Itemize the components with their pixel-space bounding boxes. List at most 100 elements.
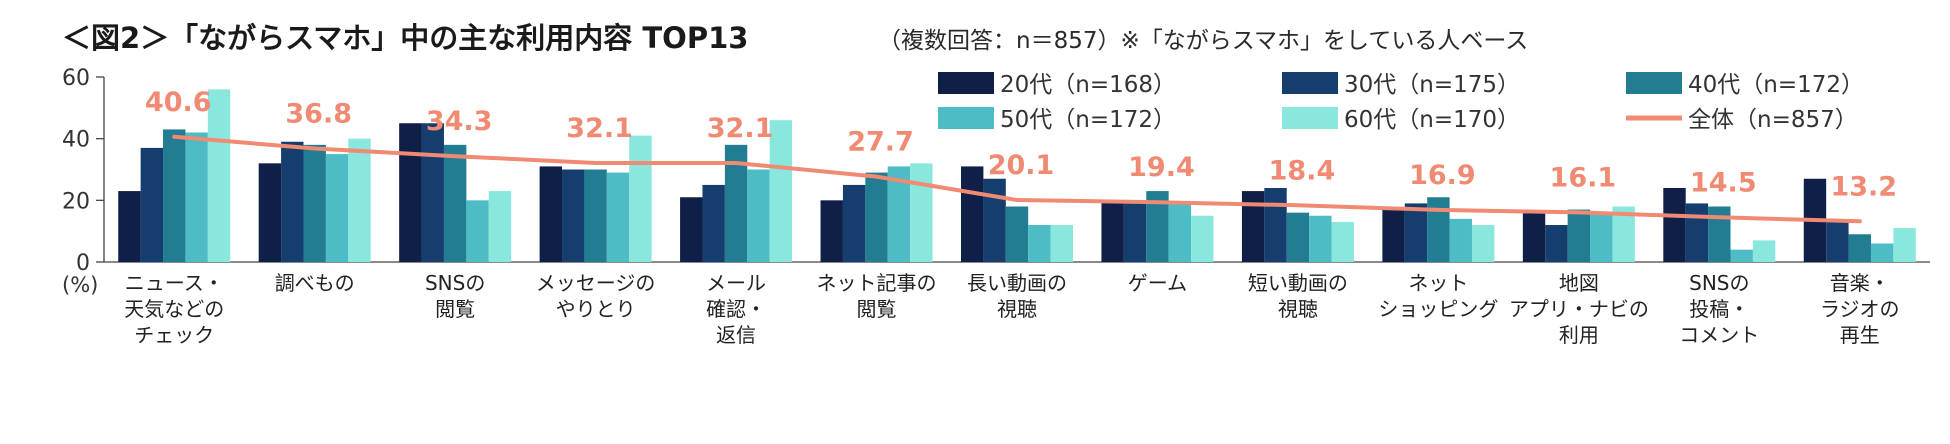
bar <box>207 89 231 262</box>
legend-swatch <box>938 107 994 129</box>
bar <box>1331 221 1354 262</box>
overall-data-label: 36.8 <box>285 99 352 130</box>
bar <box>140 147 164 262</box>
bar <box>747 169 770 262</box>
y-tick-label: 40 <box>62 128 90 153</box>
bar <box>606 172 630 262</box>
bar <box>163 129 186 262</box>
bar <box>466 200 489 262</box>
bar <box>1567 209 1591 262</box>
bar <box>1449 218 1472 262</box>
x-tick-label: 短い動画の視聴 <box>1248 271 1348 321</box>
bar <box>399 123 422 262</box>
bar <box>1427 197 1450 262</box>
bar <box>1685 203 1709 262</box>
legend-swatch <box>938 72 994 94</box>
bar <box>325 154 349 262</box>
bar <box>1191 215 1214 262</box>
bar <box>348 138 371 262</box>
bar <box>961 166 984 262</box>
category-labels-group: ニュース・天気などのチェック 調べもの SNSの閲覧 メッセージのやりとりメール確認・… <box>124 271 1899 347</box>
bar <box>769 120 793 263</box>
x-tick-label: メール確認・返信 <box>706 271 766 347</box>
bar <box>680 197 703 262</box>
x-tick-label: 長い動画の視聴 <box>967 271 1067 321</box>
bar <box>562 169 585 262</box>
chart-title: ＜図2＞「ながらスマホ」中の主な利用内容 TOP13 <box>62 21 748 55</box>
y-tick-label: 60 <box>62 66 90 91</box>
bar <box>1050 225 1073 262</box>
x-tick-label: ゲーム <box>1128 271 1187 295</box>
x-tick-label: 音楽・ラジオの再生 <box>1820 271 1900 347</box>
bar <box>1123 200 1147 262</box>
overall-data-label: 40.6 <box>145 87 212 118</box>
bar <box>1028 225 1051 262</box>
legend-swatch <box>1626 72 1682 94</box>
bar <box>303 144 326 262</box>
bar <box>629 135 652 262</box>
legend-label: 50代（n=172） <box>1000 107 1176 133</box>
overall-data-label: 27.7 <box>847 127 914 158</box>
bar <box>1612 206 1635 262</box>
bar <box>724 144 748 262</box>
bar <box>842 184 866 262</box>
bar <box>865 172 888 262</box>
legend-label: 60代（n=170） <box>1344 107 1520 133</box>
bar <box>1404 203 1428 262</box>
bar <box>702 184 725 262</box>
legend: 20代（n=168） 30代（n=175） 40代（n=172） 50代（n=172）… <box>938 72 1864 133</box>
bar <box>185 132 208 262</box>
x-tick-label: ネットショッピング <box>1378 271 1498 321</box>
bar <box>1471 225 1495 262</box>
bar <box>910 163 933 262</box>
bar <box>1545 225 1568 262</box>
overall-data-label: 32.1 <box>707 113 774 144</box>
bar <box>1309 215 1332 262</box>
bar <box>1286 212 1310 262</box>
bar <box>1663 188 1686 262</box>
x-tick-label: 調べもの <box>275 271 355 295</box>
overall-series-line <box>172 134 1862 224</box>
bar <box>1870 243 1894 262</box>
bar <box>1826 221 1849 262</box>
bar <box>983 178 1006 262</box>
bar <box>1168 203 1192 262</box>
y-tick-label: 20 <box>62 189 90 214</box>
bar <box>1893 228 1916 262</box>
bar <box>820 200 843 262</box>
bar <box>488 191 512 262</box>
overall-data-label: 34.3 <box>426 106 493 137</box>
legend-label: 全体（n=857） <box>1688 107 1858 133</box>
overall-data-label: 16.9 <box>1409 160 1476 191</box>
bar <box>281 141 304 262</box>
overall-data-label: 20.1 <box>988 150 1055 181</box>
bar <box>1730 249 1753 262</box>
bar <box>1590 212 1613 262</box>
bar <box>1752 240 1776 262</box>
overall-line-group: 40.6 36.8 34.3 32.1 32.1 27.7 20.1 19.4 18.4 16.9… <box>145 87 1897 224</box>
bar <box>1382 209 1405 262</box>
bar <box>258 163 282 262</box>
bar <box>539 166 563 262</box>
x-tick-label: メッセージのやりとり <box>536 271 656 321</box>
bar <box>118 191 141 262</box>
overall-data-label: 19.4 <box>1128 152 1195 183</box>
bar <box>1708 206 1731 262</box>
overall-data-label: 18.4 <box>1269 155 1336 186</box>
legend-label: 40代（n=172） <box>1688 72 1864 98</box>
x-tick-label: 地図アプリ・ナビの利用 <box>1509 271 1649 347</box>
title-group: ＜図2＞「ながらスマホ」中の主な利用内容 TOP13 （複数回答：n＝857）※… <box>62 21 1528 55</box>
bar <box>443 144 467 262</box>
bar <box>887 166 911 262</box>
y-axis-unit: (%) <box>62 273 98 297</box>
overall-data-label: 32.1 <box>566 113 633 144</box>
x-tick-label: ニュース・天気などのチェック <box>124 271 224 347</box>
bar <box>584 169 607 262</box>
bar <box>421 123 444 262</box>
overall-data-label: 16.1 <box>1550 162 1617 193</box>
chart-subtitle: （複数回答：n＝857）※「ながらスマホ」をしている人ベース <box>878 28 1528 54</box>
x-tick-label: ネット記事の閲覧 <box>817 271 937 321</box>
y-tick-label: 0 <box>76 251 90 276</box>
